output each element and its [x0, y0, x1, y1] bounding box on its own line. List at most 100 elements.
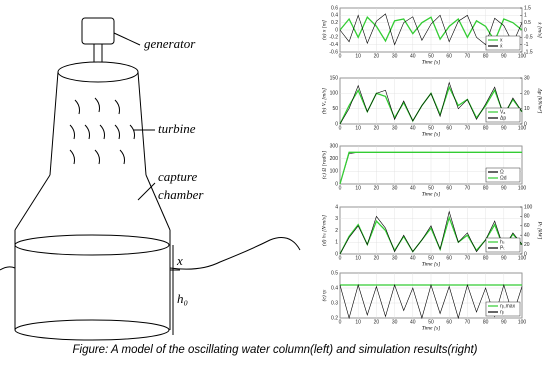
- x-tick-label: 10: [355, 53, 361, 59]
- y2-axis-label: ẋ [m/s]: [537, 21, 543, 38]
- x-tick-label: 90: [501, 53, 507, 59]
- x-tick-label: 0: [339, 185, 342, 191]
- y-axis-label: (c) Ω [rad/s]: [320, 151, 327, 179]
- x-tick-label: 80: [483, 185, 489, 191]
- y-tick-label: 0.4: [331, 285, 338, 291]
- x-tick-label: 20: [374, 319, 380, 325]
- x-axis-label: Time [s]: [422, 261, 441, 267]
- x-tick-label: 60: [446, 125, 452, 131]
- x-tick-label: 50: [428, 53, 434, 59]
- y-tick-label: 100: [330, 91, 339, 97]
- tower-wall: [49, 71, 59, 176]
- y-tick-label: -0.6: [329, 49, 338, 55]
- x-tick-label: 20: [374, 125, 380, 131]
- y2-tick-label: 0: [524, 27, 527, 33]
- series-line: [339, 81, 523, 125]
- tower-top: [57, 61, 139, 83]
- y-tick-label: 0.5: [331, 270, 338, 276]
- x-tick-label: 70: [465, 255, 471, 261]
- y-tick-label: 0.6: [331, 5, 338, 11]
- legend-label: ηₜ,max: [500, 303, 516, 309]
- y-tick-label: 100: [330, 169, 339, 175]
- x-tick-label: 30: [392, 255, 398, 261]
- water-surface: [14, 234, 170, 256]
- y2-tick-label: 40: [524, 233, 530, 239]
- legend-label: Ω: [500, 169, 504, 175]
- x-axis-label: Time [s]: [422, 191, 441, 197]
- y2-tick-label: 1.5: [524, 5, 531, 11]
- x-axis-label: Time [s]: [422, 131, 441, 137]
- tower-wall: [137, 71, 147, 176]
- x-tick-label: 20: [374, 53, 380, 59]
- y-tick-label: 0.3: [331, 300, 338, 306]
- x-tick-label: 60: [446, 53, 452, 59]
- x-label: x: [176, 253, 183, 268]
- y-tick-label: 1: [335, 240, 338, 246]
- x-tick-label: 100: [518, 125, 527, 131]
- y-tick-label: 0.2: [331, 315, 338, 321]
- y-tick-label: -0.2: [329, 35, 338, 41]
- x-tick-label: 80: [483, 53, 489, 59]
- y-tick-label: 2: [335, 228, 338, 234]
- y-tick-label: 3: [335, 216, 338, 222]
- x-tick-label: 0: [339, 125, 342, 131]
- turbine-label: turbine: [158, 121, 196, 136]
- y2-tick-label: 20: [524, 91, 530, 97]
- y-tick-label: 0.2: [331, 20, 338, 26]
- x-tick-label: 100: [518, 185, 527, 191]
- y2-axis-label: Δp [kN/m²]: [537, 88, 543, 114]
- capture-label: capture: [158, 169, 197, 184]
- x-tick-label: 30: [392, 319, 398, 325]
- legend-label: ẋ: [500, 43, 503, 49]
- generator-label: generator: [144, 36, 196, 51]
- x-tick-label: 90: [501, 185, 507, 191]
- legend-label: ηₜ: [500, 309, 505, 315]
- x-tick-label: 0: [339, 255, 342, 261]
- x-tick-label: 60: [446, 255, 452, 261]
- series-line: [339, 210, 523, 255]
- x-tick-label: 40: [410, 319, 416, 325]
- x-tick-label: 90: [501, 319, 507, 325]
- x-tick-label: 100: [518, 255, 527, 261]
- legend-label: x: [500, 37, 503, 43]
- y-axis-label: (d) hₛ [N·m/s]: [320, 215, 327, 246]
- turbine-blades: [69, 97, 135, 165]
- x-tick-label: 50: [428, 319, 434, 325]
- x-tick-label: 0: [339, 53, 342, 59]
- legend-label: Δp: [500, 115, 506, 121]
- x-tick-label: 70: [465, 125, 471, 131]
- generator-box: [81, 17, 115, 45]
- owc-diagram: [0, 17, 301, 341]
- y2-tick-label: 30: [524, 75, 530, 81]
- legend-box: [485, 35, 521, 51]
- y-tick-label: 200: [330, 156, 339, 162]
- legend-label: Vₐ: [500, 109, 505, 115]
- y2-tick-label: 1: [524, 13, 527, 19]
- y-axis-label: (a) x [m]: [320, 20, 327, 40]
- x-tick-label: 70: [465, 53, 471, 59]
- x-tick-label: 70: [465, 319, 471, 325]
- y2-tick-label: 20: [524, 242, 530, 248]
- leader: [113, 32, 141, 46]
- x-tick-label: 10: [355, 255, 361, 261]
- y-tick-label: 50: [332, 106, 338, 112]
- x-tick-label: 40: [410, 125, 416, 131]
- x-tick-label: 40: [410, 185, 416, 191]
- x-tick-label: 50: [428, 255, 434, 261]
- x-tick-label: 100: [518, 319, 527, 325]
- x-tick-label: 80: [483, 319, 489, 325]
- y-axis-label: (e) ηₜ: [320, 289, 327, 301]
- chamber-label: chamber: [158, 187, 204, 202]
- x-tick-label: 50: [428, 125, 434, 131]
- x-tick-label: 40: [410, 255, 416, 261]
- x-tick-label: 20: [374, 185, 380, 191]
- y-tick-label: 150: [330, 75, 339, 81]
- x-tick-label: 50: [428, 185, 434, 191]
- y2-axis-label: Pₜ [kW]: [537, 221, 543, 240]
- legend-label: Pₜ: [500, 245, 505, 251]
- sea-wave: [0, 237, 301, 271]
- x-tick-label: 60: [446, 185, 452, 191]
- x-axis-label: Time [s]: [422, 59, 441, 65]
- legend-label: Ωd: [500, 175, 507, 181]
- x-tick-label: 40: [410, 53, 416, 59]
